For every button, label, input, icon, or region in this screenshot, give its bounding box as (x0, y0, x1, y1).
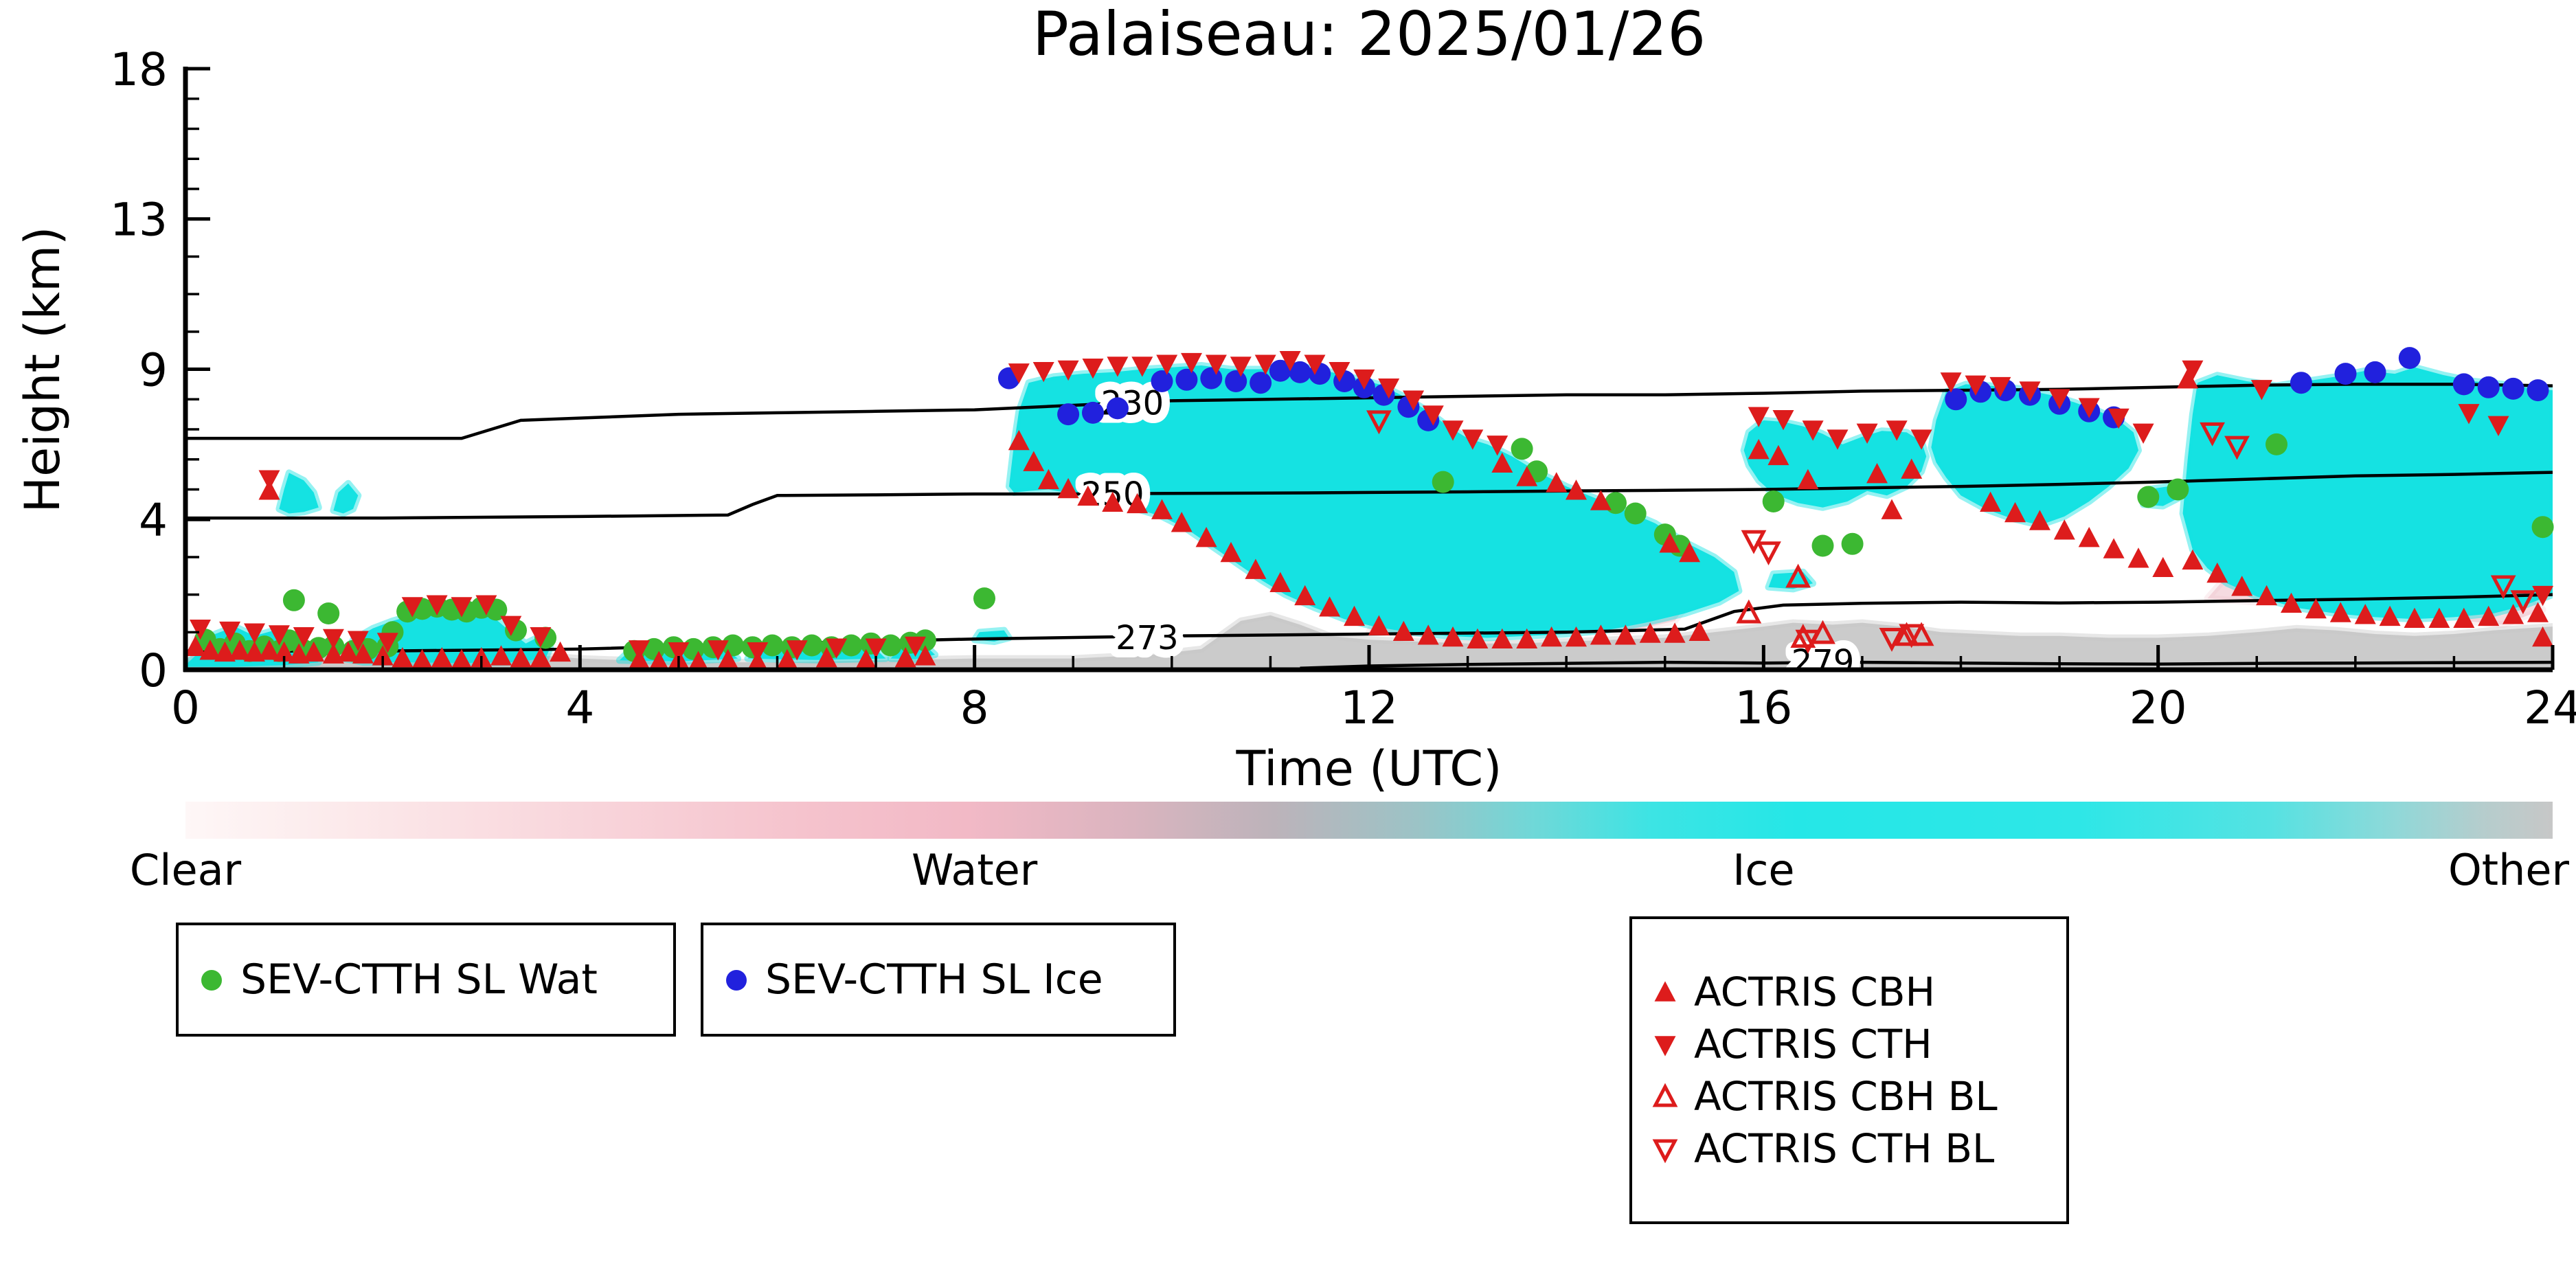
axes: 0 4 9 13 18 0 4 8 12 16 20 24 (110, 43, 2576, 734)
legend-label: ACTRIS CTH BL (1694, 1125, 1995, 1172)
legend-item: ACTRIS CBH (1650, 969, 2048, 1015)
legend-item: ACTRIS CTH (1650, 1021, 2048, 1067)
page-title: Palaiseau: 2025/01/26 (1032, 0, 1706, 69)
region-ice (185, 362, 2553, 670)
triangle-down-open-icon (1652, 1139, 1678, 1164)
legend-label: ACTRIS CTH (1694, 1021, 1932, 1067)
series-actris-cth (190, 351, 2554, 663)
legend-item: ACTRIS CBH BL (1650, 1073, 2048, 1120)
circle-icon (726, 970, 747, 991)
svg-text:16: 16 (1735, 681, 1792, 734)
svg-text:18: 18 (110, 43, 168, 96)
svg-text:273: 273 (1116, 619, 1179, 657)
colorbar-label-water: Water (912, 845, 1038, 895)
legend-item: SEV-CTTH SL Ice (721, 956, 1155, 1004)
triangle-up-icon (1654, 981, 1676, 1002)
svg-text:8: 8 (960, 681, 989, 734)
legend-item: ACTRIS CTH BL (1650, 1125, 2048, 1172)
svg-text:4: 4 (139, 494, 168, 547)
legend-label: SEV-CTTH SL Ice (765, 956, 1103, 1004)
colorbar-label-ice: Ice (1732, 845, 1795, 895)
svg-text:24: 24 (2524, 681, 2576, 734)
x-axis-label: Time (UTC) (1236, 741, 1502, 797)
legend-label: ACTRIS CBH (1694, 969, 1936, 1015)
svg-text:12: 12 (1340, 681, 1398, 734)
legend-box-sev-ice: SEV-CTTH SL Ice (701, 923, 1176, 1037)
svg-text:20: 20 (2129, 681, 2187, 734)
svg-text:279: 279 (1792, 643, 1855, 681)
y-axis-label: Height (km) (14, 226, 71, 513)
legend-box-sev-wat: SEV-CTTH SL Wat (176, 923, 676, 1037)
legend-item: SEV-CTTH SL Wat (196, 956, 655, 1004)
circle-icon (201, 970, 222, 991)
series-actris-cth-bl (1366, 410, 2536, 654)
legend-box-actris: ACTRIS CBH ACTRIS CTH ACTRIS CBH BL ACTRIS … (1629, 916, 2069, 1224)
svg-text:0: 0 (139, 644, 168, 697)
colorbar-label-clear: Clear (129, 845, 242, 895)
triangle-down-icon (1654, 1036, 1676, 1057)
svg-text:9: 9 (139, 343, 168, 396)
legend-label: ACTRIS CBH BL (1694, 1073, 1998, 1120)
svg-text:13: 13 (110, 194, 168, 247)
triangle-up-open-icon (1652, 1083, 1678, 1107)
colorbar-label-other: Other (2448, 845, 2569, 895)
classification-colorbar (185, 802, 2553, 839)
svg-text:0: 0 (171, 681, 200, 734)
svg-text:4: 4 (565, 681, 594, 734)
legend-label: SEV-CTTH SL Wat (240, 956, 598, 1004)
cloud-classification-plot: 230250273279049131804812162024 (110, 43, 2576, 734)
